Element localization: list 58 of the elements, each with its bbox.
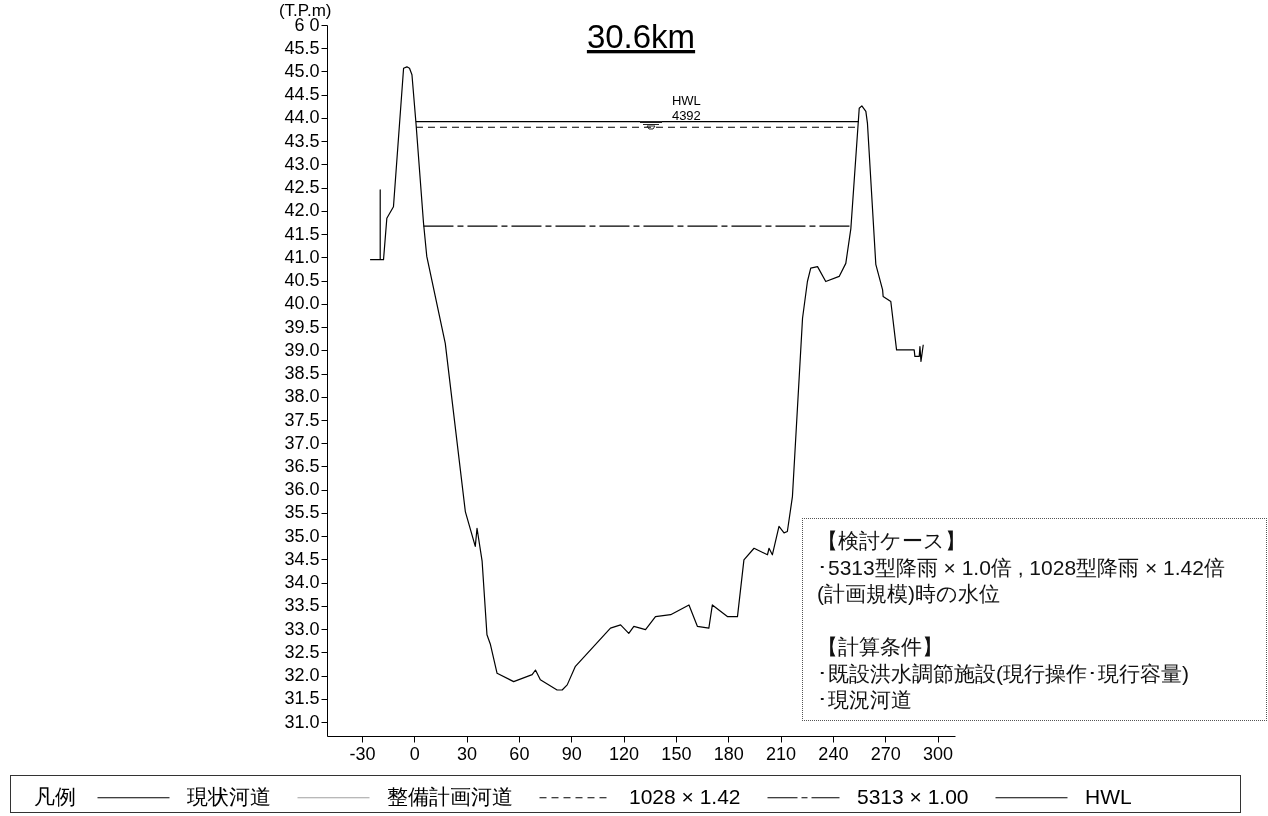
- annotation: 4392: [671, 107, 701, 123]
- y-tick-label: 44.0: [284, 107, 320, 128]
- y-tick-label: 40.5: [284, 270, 320, 291]
- annotation: ･既設洪水調節施設(現行操作･現行容量): [817, 660, 1189, 687]
- y-tick-label: 33.0: [284, 618, 320, 639]
- x-tick-label: 180: [713, 743, 744, 764]
- annotation: HWL: [671, 92, 701, 108]
- legend-label: HWL: [1085, 784, 1132, 808]
- y-tick-label: 45.5: [284, 37, 320, 58]
- y-tick-label: 35.0: [284, 525, 320, 546]
- annotation: ･5313型降雨 × 1.0倍 , 1028型降雨 × 1.42倍: [817, 554, 1225, 581]
- legend-label: 1028 × 1.42: [629, 784, 741, 808]
- annotation: ･現況河道: [817, 687, 912, 713]
- y-tick-label: 36.5: [284, 455, 320, 476]
- y-tick-label: 36.0: [284, 479, 320, 500]
- y-tick-label: 39.0: [284, 339, 320, 360]
- y-tick-label: 37.5: [284, 409, 320, 430]
- y-tick-label: 34.0: [284, 572, 320, 593]
- y-tick-label: 32.0: [284, 665, 320, 686]
- legend-title: 凡例: [34, 785, 76, 808]
- x-tick-label: -30: [349, 743, 376, 764]
- legend-label: 整備計画河道: [387, 784, 513, 808]
- y-tick-label: 39.5: [284, 316, 320, 337]
- y-tick-label: 42.0: [284, 200, 320, 221]
- y-tick-label: 32.5: [284, 641, 320, 662]
- x-tick-label: 90: [561, 743, 582, 764]
- chart-title: 30.6km: [586, 18, 696, 55]
- x-tick-label: 0: [409, 743, 420, 764]
- y-tick-label: 38.5: [284, 363, 320, 384]
- y-tick-label: 40.0: [284, 293, 320, 314]
- x-tick-label: 270: [870, 743, 901, 764]
- y-tick-label: 44.5: [284, 84, 320, 105]
- x-tick-label: 30: [457, 743, 478, 764]
- y-tick-label: 31.5: [284, 688, 320, 709]
- y-tick-label: 43.0: [284, 153, 320, 174]
- x-tick-label: 60: [509, 743, 530, 764]
- y-tick-label: 37.0: [284, 432, 320, 453]
- annotation: (計画規模)時の水位: [817, 581, 1000, 607]
- x-tick-label: 150: [661, 743, 692, 764]
- x-tick-label: 120: [609, 743, 640, 764]
- y-tick-label: 41.0: [284, 246, 320, 267]
- y-tick-label: 43.5: [284, 130, 320, 151]
- x-tick-label: 210: [766, 743, 797, 764]
- y-tick-label: 33.5: [284, 595, 320, 616]
- x-tick-label: 300: [923, 743, 954, 764]
- y-tick-label: 34.5: [284, 548, 320, 569]
- y-tick-label: 41.5: [284, 223, 320, 244]
- legend-label: 5313 × 1.00: [857, 784, 969, 808]
- y-tick-label: 45.0: [284, 60, 320, 81]
- y-tick-label: 42.5: [284, 177, 320, 198]
- x-tick-label: 240: [818, 743, 849, 764]
- y-axis-title: (T.P.m): [278, 0, 332, 20]
- annotation: 【検討ケース】: [817, 528, 966, 554]
- annotation: 【計算条件】: [817, 634, 943, 660]
- y-tick-label: 35.5: [284, 502, 320, 523]
- y-tick-label: 31.0: [284, 711, 320, 732]
- legend-label: 現状河道: [187, 784, 271, 808]
- y-tick-label: 38.0: [284, 386, 320, 407]
